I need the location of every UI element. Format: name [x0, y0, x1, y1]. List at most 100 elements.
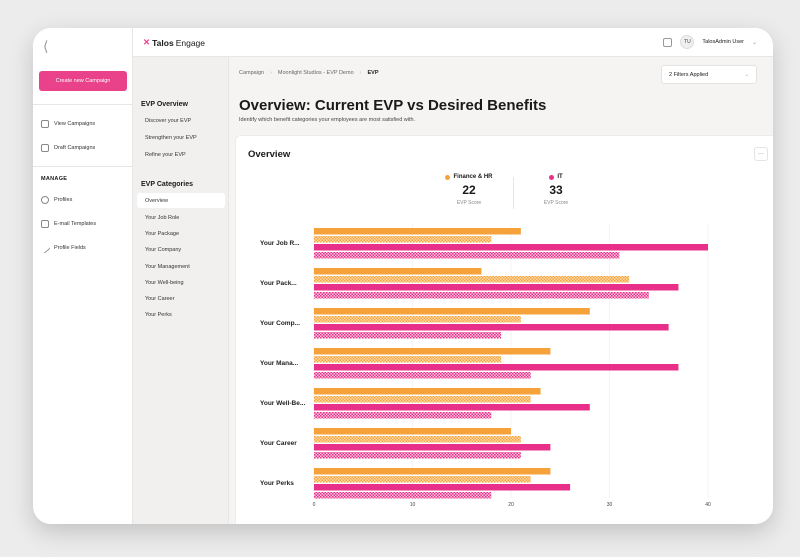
legend-name: IT	[549, 174, 563, 180]
logo-mark-icon: ✕	[143, 37, 151, 47]
nav-profiles[interactable]: Profiles	[41, 196, 72, 204]
evp-score-label: EVP Score	[543, 200, 569, 206]
x-tick-label: 10	[410, 502, 416, 508]
bar	[314, 324, 669, 331]
bar	[314, 492, 492, 499]
filters-label: 2 Filters Applied	[669, 71, 709, 78]
nav-draft-campaigns[interactable]: Draft Campaigns	[41, 144, 95, 152]
left-rail: ⟨ Create new Campaign View Campaigns Dra…	[33, 28, 133, 524]
bar	[314, 308, 590, 315]
nav-label: Draft Campaigns	[54, 145, 96, 151]
category-label: Your Mana...	[260, 360, 298, 367]
bar	[314, 468, 551, 475]
more-options-button[interactable]: ···	[754, 147, 768, 161]
legend-label: IT	[557, 174, 563, 180]
nav-view-campaigns[interactable]: View Campaigns	[41, 120, 95, 128]
sidebar-item-package[interactable]: Your Package	[145, 230, 180, 237]
divider	[33, 166, 133, 167]
breadcrumb-separator-icon: ›	[359, 70, 362, 76]
bar	[314, 364, 679, 371]
evp-score-label: EVP Score	[456, 200, 482, 206]
logo-suffix: Engage	[175, 37, 206, 48]
bar	[314, 252, 620, 259]
bar	[314, 404, 590, 411]
logo-prefix: Talos	[152, 37, 174, 48]
bar	[314, 228, 521, 235]
bar	[314, 444, 551, 451]
bar	[314, 372, 531, 379]
x-tick-label: 30	[607, 502, 613, 508]
evp-categories-heading: EVP Categories	[141, 181, 194, 188]
bar	[314, 388, 541, 395]
bar	[314, 396, 531, 403]
legend-finance-hr: Finance & HR 22 EVP Score	[434, 174, 504, 206]
external-link-icon[interactable]	[663, 37, 673, 47]
filters-dropdown[interactable]: 2 Filters Applied ⌄	[661, 65, 757, 84]
nav-profile-fields[interactable]: Profile Fields	[39, 242, 86, 254]
sidebar-item-company[interactable]: Your Company	[145, 246, 182, 253]
bar	[314, 292, 649, 299]
bar	[314, 276, 630, 283]
edit-icon	[39, 242, 51, 254]
sidebar-item-job-role[interactable]: Your Job Role	[145, 214, 180, 221]
page-subtitle: Identify which benefit categories your e…	[239, 117, 416, 123]
bar	[314, 412, 492, 419]
evp-overview-heading: EVP Overview	[141, 101, 188, 108]
sidebar-item-refine[interactable]: Refine your EVP	[145, 151, 186, 158]
x-tick-label: 20	[508, 502, 514, 508]
bar	[314, 484, 571, 491]
nav-email-templates[interactable]: E-mail Templates	[41, 220, 96, 228]
evp-score-value: 22	[462, 183, 476, 197]
bar	[314, 436, 521, 443]
bar	[314, 356, 502, 363]
breadcrumb-campaign-name[interactable]: Moonlight Studios - EVP Demo	[277, 70, 354, 76]
category-label: Your Career	[260, 440, 297, 447]
evp-score-value: 33	[549, 183, 563, 197]
bar	[314, 316, 521, 323]
bar	[314, 236, 492, 243]
sidebar-item-discover[interactable]: Discover your EVP	[145, 117, 192, 124]
user-area: TU TalosAdmin User ⌄	[663, 35, 757, 49]
bar	[314, 284, 679, 291]
breadcrumb-separator-icon: ›	[270, 70, 272, 76]
evp-bar-chart: 0 10 20 30 40 Your Job R... Your Pack... Your C…	[260, 224, 711, 508]
breadcrumb-current: EVP	[367, 70, 379, 76]
main-content: Campaign › Moonlight Studios - EVP Demo …	[229, 57, 773, 524]
talos-engage-logo[interactable]: ✕ Talos Engage	[143, 37, 205, 48]
legend-dot	[445, 174, 451, 180]
nav-label: View Campaigns	[54, 121, 96, 127]
user-name[interactable]: TalosAdmin User	[702, 39, 744, 45]
top-bar: ✕ Talos Engage TU TalosAdmin User ⌄	[133, 28, 773, 57]
breadcrumb-campaign[interactable]: Campaign	[239, 70, 265, 76]
email-icon	[41, 220, 49, 228]
page-title: Overview: Current EVP vs Desired Benefit…	[239, 97, 547, 114]
evp-sidebar: EVP Overview Discover your EVP Strengthe…	[133, 57, 229, 524]
sidebar-item-career[interactable]: Your Career	[145, 295, 175, 302]
sidebar-item-well-being[interactable]: Your Well-being	[145, 279, 184, 286]
category-label: Your Job R...	[260, 240, 300, 247]
bar	[314, 452, 521, 459]
category-label: Your Comp...	[260, 320, 300, 327]
chevron-down-icon: ⌄	[744, 71, 749, 78]
bar	[314, 268, 482, 275]
sidebar-item-perks[interactable]: Your Perks	[145, 311, 172, 318]
chevron-down-icon[interactable]: ⌄	[751, 39, 757, 46]
legend-it: IT 33 EVP Score	[521, 174, 591, 206]
legend-name: Finance & HR	[445, 174, 493, 180]
bar	[314, 348, 551, 355]
category-label: Your Pack...	[260, 280, 297, 287]
category-label: Your Well-Be...	[260, 400, 305, 407]
nav-label: Profiles	[54, 197, 73, 203]
legend-divider	[513, 177, 514, 209]
sidebar-item-management[interactable]: Your Management	[145, 263, 190, 270]
manage-heading: MANAGE	[41, 176, 68, 182]
nav-label: E-mail Templates	[54, 221, 97, 227]
collapse-sidebar-icon[interactable]: ⟨	[43, 38, 49, 54]
avatar[interactable]: TU	[680, 35, 695, 49]
legend-dot	[549, 174, 555, 180]
sidebar-item-strengthen[interactable]: Strengthen your EVP	[145, 134, 197, 141]
nav-label: Profile Fields	[54, 245, 86, 251]
sidebar-item-overview[interactable]: Overview	[137, 193, 225, 208]
legend-label: Finance & HR	[453, 174, 493, 180]
create-campaign-button[interactable]: Create new Campaign	[39, 71, 127, 91]
